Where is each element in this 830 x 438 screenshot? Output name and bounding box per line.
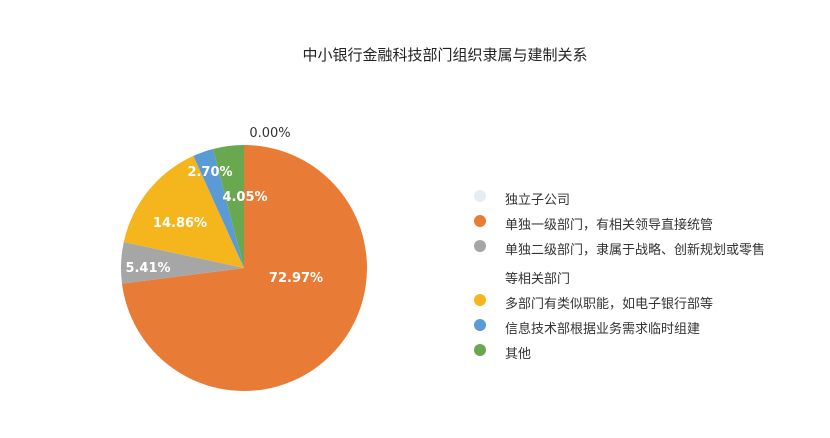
legend-item: 独立子公司 xyxy=(470,186,775,215)
pie-slice xyxy=(121,242,244,284)
legend-label: 单独一级部门，有相关领导直接统管 xyxy=(505,218,714,233)
legend-item: 其他 xyxy=(470,340,775,369)
pie-slice xyxy=(121,145,367,392)
pie-slice xyxy=(123,155,244,268)
chart-title: 中小银行金融科技部门组织隶属与建制关系 xyxy=(302,46,588,64)
legend-label: 信息技术部根据业务需求临时组建 xyxy=(505,322,701,337)
legend-item: 信息技术部根据业务需求临时组建 xyxy=(470,315,775,344)
legend-item: 多部门有类似职能，如电子银行部等 xyxy=(470,290,775,319)
legend-marker xyxy=(474,319,486,331)
legend-item: 单独一级部门，有相关领导直接统管 xyxy=(470,211,775,240)
data-label: 72.97% xyxy=(269,271,323,286)
legend-label: 其他 xyxy=(505,347,532,362)
legend-item: 单独二级部门，隶属于战略、创新规划或零售等相关部门 xyxy=(470,236,775,294)
pie-slice xyxy=(213,145,244,268)
legend: 独立子公司单独一级部门，有相关领导直接统管单独二级部门，隶属于战略、创新规划或零… xyxy=(470,190,775,369)
legend-label: 独立子公司 xyxy=(505,193,571,208)
data-label: 2.70% xyxy=(187,165,232,180)
legend-label: 单独二级部门，隶属于战略、创新规划或零售等相关部门 xyxy=(505,243,766,287)
legend-marker xyxy=(474,344,486,356)
legend-marker xyxy=(474,190,486,202)
legend-marker xyxy=(474,240,486,252)
data-label: 5.41% xyxy=(125,261,170,276)
data-label: 14.86% xyxy=(153,216,207,231)
data-label: 0.00% xyxy=(249,126,290,141)
legend-marker xyxy=(474,215,486,227)
legend-marker xyxy=(474,294,486,306)
legend-label: 多部门有类似职能，如电子银行部等 xyxy=(505,297,714,312)
pie-slice xyxy=(193,148,244,268)
data-label: 4.05% xyxy=(222,190,267,205)
